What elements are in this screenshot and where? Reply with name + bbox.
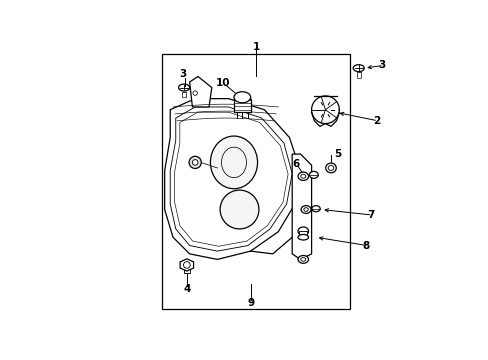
Ellipse shape [300,258,305,261]
Ellipse shape [301,206,310,213]
Bar [162,54,350,309]
Ellipse shape [303,208,307,211]
Ellipse shape [327,166,333,170]
Ellipse shape [297,172,308,180]
Ellipse shape [311,206,320,212]
Bar [356,72,360,78]
Ellipse shape [233,92,250,103]
Text: 9: 9 [246,298,254,308]
Text: 4: 4 [183,284,190,294]
Polygon shape [164,99,300,260]
Circle shape [192,159,198,165]
Text: 2: 2 [372,116,380,126]
Ellipse shape [352,65,364,72]
Text: 10: 10 [215,78,230,89]
Polygon shape [189,76,211,107]
Ellipse shape [325,163,336,173]
Ellipse shape [309,171,318,178]
Polygon shape [180,259,193,271]
Ellipse shape [297,234,308,240]
Text: 8: 8 [362,240,369,251]
Ellipse shape [300,174,305,178]
Ellipse shape [297,256,308,263]
Text: 3: 3 [179,69,186,79]
Text: 1: 1 [252,41,259,51]
Ellipse shape [297,227,308,235]
Bar [299,231,306,237]
Text: 5: 5 [334,149,341,159]
Ellipse shape [210,136,257,189]
Bar [183,269,190,273]
Text: 6: 6 [292,159,299,169]
Circle shape [189,156,201,168]
Text: 3: 3 [378,60,385,70]
Circle shape [183,262,190,268]
Ellipse shape [178,84,189,91]
Ellipse shape [220,190,259,229]
Bar [182,92,186,97]
Polygon shape [292,154,311,260]
Circle shape [193,91,197,95]
Bar [233,99,250,112]
Text: 7: 7 [367,210,374,220]
Ellipse shape [311,96,339,123]
